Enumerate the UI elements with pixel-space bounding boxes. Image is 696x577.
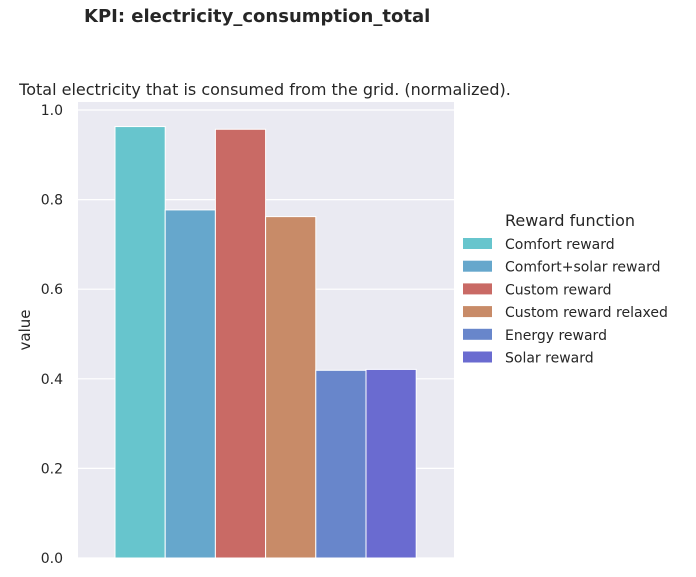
legend: Reward function Comfort reward Comfort+so… [463, 211, 668, 367]
y-tick-label: 1.0 [41, 103, 63, 119]
legend-item-label: Custom reward [505, 282, 612, 298]
bars [114, 126, 417, 559]
bar [365, 368, 417, 559]
bar [164, 209, 216, 559]
legend-item-label: Comfort reward [505, 237, 615, 253]
y-tick-label: 0.2 [41, 461, 63, 477]
legend-item-label: Solar reward [505, 351, 594, 367]
bar [315, 369, 367, 559]
y-tick-label: 0.8 [41, 193, 63, 209]
y-axis-label: value [16, 310, 34, 351]
chart-title: Total electricity that is consumed from … [18, 80, 511, 99]
legend-swatch [463, 260, 492, 272]
legend-swatch [463, 328, 492, 340]
legend-swatch [463, 351, 492, 363]
bar [265, 216, 317, 559]
legend-swatch [463, 283, 492, 295]
legend-title: Reward function [505, 211, 635, 230]
legend-item-label: Custom reward relaxed [505, 305, 668, 321]
legend-item-label: Energy reward [505, 328, 607, 344]
bar [114, 126, 166, 559]
legend-item-label: Comfort+solar reward [505, 260, 660, 276]
y-tick-label: 0.6 [41, 282, 63, 298]
legend-swatch [463, 306, 492, 318]
y-tick-label: 0.0 [41, 551, 63, 567]
legend-swatch [463, 238, 492, 249]
y-tick-label: 0.4 [41, 372, 63, 388]
y-axis: 0.0 0.2 0.4 0.6 0.8 1.0 [41, 103, 63, 567]
bar [214, 128, 267, 559]
figure-title: KPI: electricity_consumption_total [84, 6, 431, 27]
